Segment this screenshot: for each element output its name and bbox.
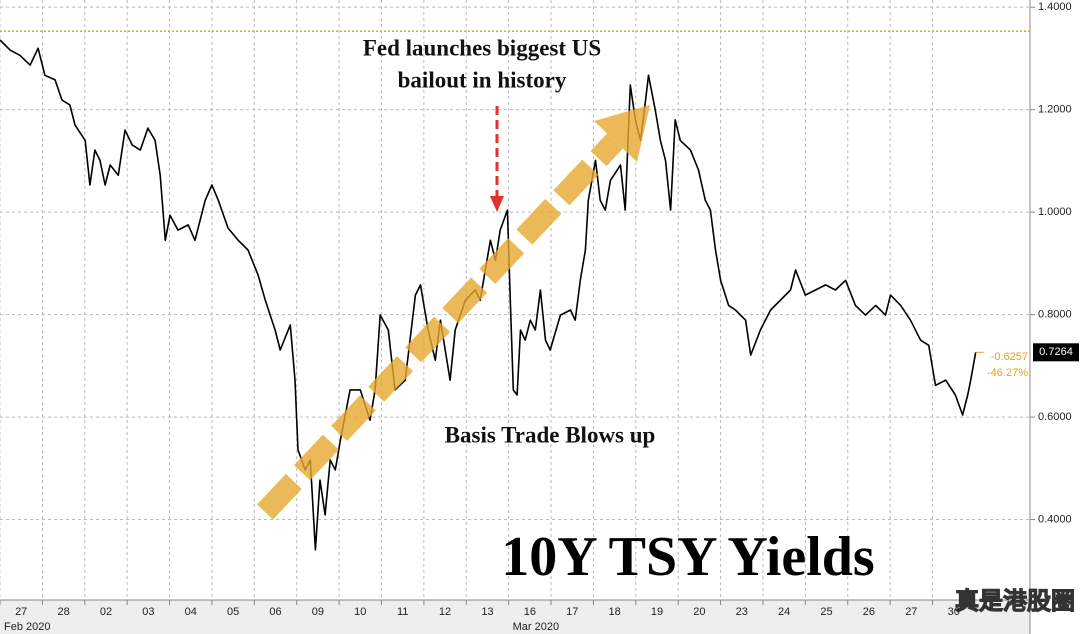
x-tick-label: 12 [439,606,451,618]
x-tick-label: 05 [227,606,239,618]
x-tick-label: 20 [693,606,705,618]
grid [0,0,1030,600]
marks [0,30,1030,551]
trend-arrow-shaft [256,133,624,520]
annotation: Basis Trade Blows up [445,422,656,447]
change-label: -46.27% [987,367,1028,379]
end-label: 0.7264 [1039,346,1073,358]
x-tick-label: 26 [863,606,875,618]
chart-title: 10Y TSY Yields [501,526,874,588]
x-axis-band [0,600,1030,634]
annotation: Fed launches biggest US [363,35,601,60]
trend-arrow [256,105,650,520]
x-tick-label: 23 [736,606,748,618]
x-tick-label: 25 [820,606,832,618]
pointer-arrow-head [490,196,504,212]
x-tick-label: 11 [397,606,408,618]
x-tick-label: 30 [948,606,960,618]
x-tick-label: 28 [57,606,69,618]
y-tick-label: 1.0000 [1038,206,1072,218]
change-label: -0.6257 [991,351,1028,363]
y-tick-label: 0.4000 [1038,513,1072,525]
month-label: Feb 2020 [4,621,50,633]
x-tick-label: 02 [100,606,112,618]
x-tick-label: 06 [269,606,281,618]
x-tick-label: 18 [608,606,620,618]
x-tick-label: 10 [354,606,366,618]
watermark: 真是港股圈 [955,587,1075,615]
annotation: bailout in history [398,67,567,92]
x-tick-label: 24 [778,606,790,618]
x-tick-label: 09 [312,606,324,618]
x-tick-label: 13 [481,606,493,618]
x-tick-label: 03 [142,606,154,618]
month-label: Mar 2020 [513,621,559,633]
y-tick-label: 0.8000 [1038,309,1072,321]
x-tick-label: 27 [905,606,917,618]
x-tick-label: 16 [524,606,536,618]
x-tick-label: 04 [185,606,197,618]
x-tick-label: 27 [15,606,27,618]
x-tick-label: 17 [566,606,578,618]
line [0,39,977,551]
y-tick-label: 1.2000 [1038,104,1072,116]
y-tick-label: 1.4000 [1038,1,1072,13]
y-tick-label: 0.6000 [1038,411,1072,423]
x-tick-label: 19 [651,606,663,618]
end-label-box [1033,343,1079,362]
trend-arrow-head [594,105,650,162]
